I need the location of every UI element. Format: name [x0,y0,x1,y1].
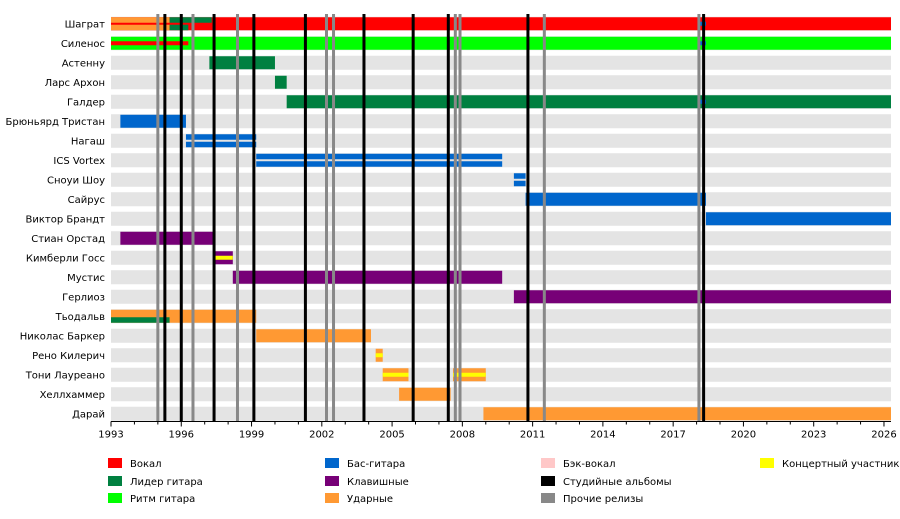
member-label: Нагаш [71,136,105,147]
member-label: Тьодальв [55,312,105,323]
legend-label-live: Концертный участник [782,459,899,470]
member-label: Герлиоз [62,292,105,303]
x-tick-label: 2008 [450,430,475,441]
x-tick-label: 2014 [590,430,615,441]
bar-rhythm [111,36,891,50]
legend-swatch-bass [325,458,339,468]
bar-lead [169,17,212,23]
legend-label-studio: Студийные альбомы [563,477,672,488]
x-tick-label: 2017 [660,430,685,441]
x-tick-label: 1996 [169,430,194,441]
bar-bass [120,114,186,128]
legend-label-backing: Бэк-вокал [563,459,616,470]
bar-live [382,372,409,377]
member-label: Николас Баркер [20,331,105,342]
bar-lead [111,317,170,323]
legend-swatch-lead [108,476,122,486]
member-label: Брюньярд Тристан [6,117,105,128]
bar-lead [209,56,275,70]
member-label: ICS Vortex [53,156,105,167]
bar-bass [525,192,706,206]
row-stripe [111,367,891,382]
row-stripe [111,75,891,90]
bar-lead [286,95,892,109]
row-stripe [111,328,891,343]
bar-drums [256,329,371,343]
legend-label-lead: Лидер гитара [130,477,203,488]
bar-live [214,255,233,260]
member-label: Дарай [72,409,105,420]
bar-lead [169,24,189,31]
member-label: Стиан Орстад [31,234,105,245]
bar-bass [513,173,526,179]
member-label: Мустис [67,273,105,284]
bar-keys [120,231,215,245]
x-tick-label: 1993 [98,430,123,441]
x-tick-label: 2026 [871,430,896,441]
legend-swatch-keys [325,476,339,486]
legend-swatch-backing [541,458,555,468]
bar-keys [232,270,503,284]
x-tick-label: 2011 [520,430,545,441]
legend-label-keys: Клавишные [347,477,409,488]
bar-bass [256,161,503,167]
member-label: Сайрус [68,195,105,206]
bar-live [375,353,383,358]
x-tick-label: 2020 [731,430,756,441]
x-tick-label: 2005 [379,430,404,441]
bar-bass [256,153,503,160]
legend-label-bass: Бас-гитара [347,459,405,470]
legend-swatch-studio [541,476,555,486]
member-label: Галдер [67,97,105,108]
bar-bass [705,212,891,226]
row-stripe [111,387,891,402]
member-label: Астенну [62,58,105,69]
member-label: Рено Килерич [32,351,105,362]
bar-bass [185,134,257,140]
x-tick-label: 1999 [239,430,264,441]
row-stripe [111,192,891,207]
bar-lead [274,75,287,89]
bar-bass [513,180,526,187]
legend-label-other: Прочие релизы [563,494,643,505]
bar-live [452,372,486,377]
row-stripe [111,348,891,363]
bar-vocals [111,41,189,46]
legend-label-drums: Ударные [347,494,393,505]
member-label: Хеллхаммер [40,390,105,401]
legend-swatch-rhythm [108,493,122,503]
bar-drums [483,407,891,421]
x-tick-label: 2002 [309,430,334,441]
bar-vocals [111,17,891,31]
row-stripe [111,231,891,246]
row-stripe [111,172,891,187]
member-label: Шаграт [65,19,106,30]
member-label: Ларс Архон [45,78,105,89]
member-label: Кимберли Госс [26,253,105,264]
member-label: Тони Лауреано [25,370,105,381]
legend-label-vocals: Вокал [130,459,162,470]
bar-drums [111,17,170,23]
legend-swatch-drums [325,493,339,503]
x-tick-label: 2023 [801,430,826,441]
bar-drums [399,387,451,401]
member-label: Сноуи Шоу [47,175,105,186]
member-label: Силенос [61,39,105,50]
legend-swatch-live [760,458,774,468]
bar-bass [185,141,257,148]
legend-label-rhythm: Ритм гитара [130,494,195,505]
row-stripe [111,114,891,129]
member-label: Виктор Брандт [26,214,106,225]
legend-swatch-vocals [108,458,122,468]
bar-drums [111,24,170,31]
legend-swatch-other [541,493,555,503]
